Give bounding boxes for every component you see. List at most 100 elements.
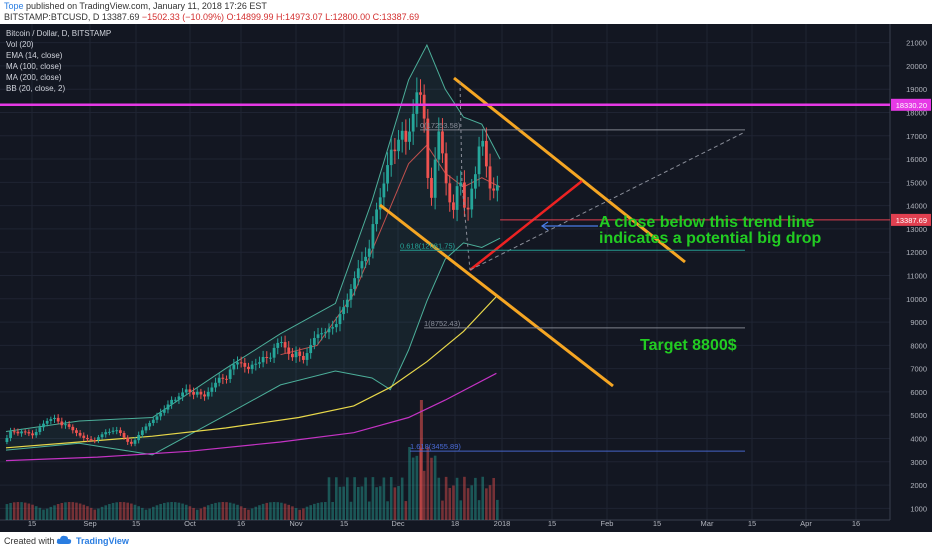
candle-body bbox=[459, 182, 463, 187]
price-axis[interactable]: 1000 2000 3000 4000 5000 6000 7000 8000 9000 1000… bbox=[906, 39, 927, 514]
target-annotation: Target 8800$ bbox=[640, 337, 737, 354]
fib-guide-1 bbox=[459, 81, 463, 185]
chart-legend: Bitcoin / Dollar, D, BITSTAMP Vol (20) E… bbox=[6, 29, 111, 93]
volume-bar bbox=[45, 508, 49, 520]
volume-bar bbox=[430, 457, 433, 520]
y-tick-label-8: 9000 bbox=[910, 318, 927, 327]
volume-bar bbox=[459, 500, 463, 520]
candle-body bbox=[411, 113, 415, 132]
volume-bar bbox=[349, 501, 353, 520]
volume-bar bbox=[448, 487, 452, 520]
last-price-text: 13387.69 bbox=[101, 12, 140, 22]
volume-bar bbox=[173, 502, 177, 520]
volume-bar bbox=[221, 502, 225, 520]
volume-bar bbox=[404, 501, 408, 520]
y-tick-label-10: 11000 bbox=[907, 271, 927, 280]
channel-upper-line[interactable] bbox=[453, 76, 686, 264]
volume-bar bbox=[86, 506, 89, 520]
volume-bar bbox=[302, 508, 305, 520]
candle-body bbox=[477, 146, 481, 175]
volume-bar bbox=[400, 477, 404, 520]
candle-body bbox=[20, 431, 23, 434]
volume-bar bbox=[236, 504, 239, 520]
y-tick-label-3: 4000 bbox=[910, 434, 927, 443]
candle-body bbox=[323, 332, 327, 334]
candle-body bbox=[437, 131, 441, 160]
y-tick-label-13: 14000 bbox=[906, 202, 927, 211]
volume-bar bbox=[60, 502, 64, 520]
volume-bar bbox=[389, 477, 393, 520]
arrow-head bbox=[540, 221, 549, 231]
resistance-price-label: 18330.20 bbox=[896, 101, 927, 110]
volume-bar bbox=[305, 506, 309, 520]
volume-bar bbox=[56, 504, 60, 520]
x-tick-label-11: Feb bbox=[601, 519, 614, 528]
candle-body bbox=[301, 355, 305, 360]
candle-body bbox=[217, 377, 221, 383]
candle-body bbox=[118, 430, 122, 434]
volume-bar bbox=[265, 502, 269, 520]
indicator-ema: EMA (14, close) bbox=[6, 51, 63, 60]
volume-bar bbox=[247, 509, 250, 520]
channel-lower-line[interactable] bbox=[379, 203, 614, 388]
candle-body bbox=[67, 424, 71, 427]
volume-bar bbox=[148, 508, 151, 520]
change-text: −1502.33 (−10.09%) bbox=[141, 12, 224, 22]
price-labels: 18330.20 13387.69 bbox=[891, 98, 931, 226]
candle-body bbox=[16, 431, 20, 434]
tradingview-brand[interactable]: TradingView bbox=[76, 536, 129, 546]
x-tick-label-4: 16 bbox=[237, 519, 245, 528]
candle-body bbox=[195, 391, 199, 395]
x-tick-label-5: Nov bbox=[289, 519, 303, 528]
volume-bar bbox=[276, 502, 280, 520]
y-tick-label-0: 1000 bbox=[910, 504, 927, 513]
volume-bar bbox=[455, 477, 459, 520]
candle-body bbox=[181, 392, 184, 397]
candle-body bbox=[426, 118, 430, 178]
x-tick-label-16: 16 bbox=[852, 519, 860, 528]
volume-bar bbox=[356, 486, 360, 520]
price-chart[interactable]: 0(17253.58) 0.618(12081.75) 1(8752.43) 1.61… bbox=[0, 24, 932, 532]
candle-body bbox=[316, 334, 320, 338]
volume-bar bbox=[155, 505, 159, 520]
trend-line[interactable] bbox=[469, 180, 583, 271]
volume-bar bbox=[133, 504, 137, 520]
volume-bar bbox=[159, 503, 162, 520]
candle-body bbox=[9, 431, 12, 438]
candle-body bbox=[386, 165, 389, 184]
candle-body bbox=[382, 183, 386, 198]
volume-bar bbox=[382, 477, 386, 520]
fib-retracement: 0(17253.58) 0.618(12081.75) 1(8752.43) 1.61… bbox=[400, 121, 745, 452]
volume-bar bbox=[93, 509, 97, 520]
volume-bar bbox=[122, 502, 126, 520]
candle-body bbox=[89, 439, 93, 441]
volume-bar bbox=[217, 502, 221, 520]
author-link[interactable]: Tope bbox=[4, 1, 24, 11]
candle-body bbox=[272, 347, 276, 358]
volume-bar bbox=[82, 504, 86, 520]
volume-bar bbox=[53, 505, 56, 520]
time-axis[interactable]: 15 Sep 15 Oct 16 Nov 15 Dec 18 2018 15 Feb 15 Mar 15 Ap… bbox=[28, 519, 860, 528]
candle-body bbox=[228, 369, 232, 380]
x-tick-label-0: 15 bbox=[28, 519, 36, 528]
volume-bar bbox=[367, 501, 371, 520]
volume-bar bbox=[162, 502, 166, 520]
volume-bar bbox=[104, 505, 108, 520]
candle-body bbox=[221, 377, 225, 379]
volume-bar bbox=[195, 509, 199, 520]
candle-body bbox=[404, 130, 408, 142]
candle-body bbox=[283, 342, 287, 348]
candle-body bbox=[305, 353, 309, 360]
y-tick-label-19: 20000 bbox=[906, 62, 927, 71]
x-tick-label-6: 15 bbox=[340, 519, 348, 528]
publish-info: Tope published on TradingView.com, Janua… bbox=[4, 1, 267, 11]
candle-body bbox=[481, 140, 485, 147]
candle-body bbox=[367, 248, 371, 257]
volume-bar bbox=[258, 505, 261, 520]
volume-bar bbox=[108, 503, 111, 520]
volume-bar bbox=[320, 502, 323, 520]
candle-body bbox=[170, 399, 174, 405]
candle-body bbox=[177, 396, 181, 400]
candle-body bbox=[495, 185, 499, 191]
candle-body bbox=[49, 419, 53, 421]
